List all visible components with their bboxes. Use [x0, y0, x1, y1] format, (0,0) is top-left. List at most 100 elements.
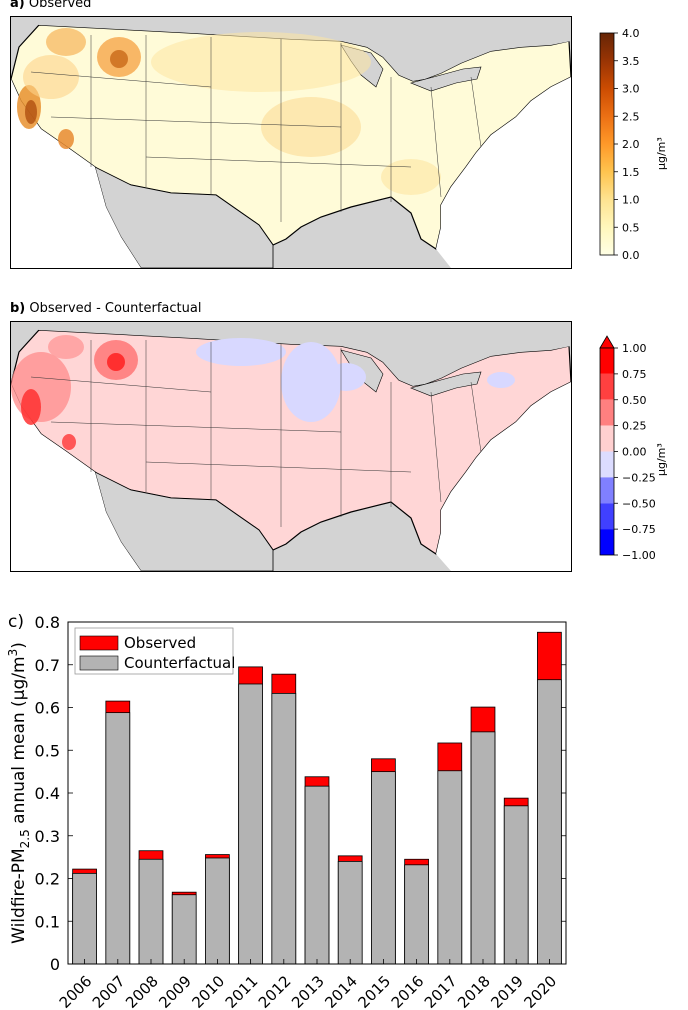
- y-tick-label: 0.4: [35, 784, 60, 803]
- colorbar-difference-tick-label: 0.75: [622, 368, 647, 381]
- bar-counterfactual: [238, 683, 263, 965]
- colorbar-difference-tick-label: −0.75: [622, 523, 656, 536]
- x-tick-label: 2013: [288, 972, 328, 1010]
- canada-area: [11, 17, 571, 81]
- colorbar-difference-block: [600, 373, 614, 400]
- colorbar-difference-tick-label: −0.25: [622, 471, 656, 484]
- y-tick-label: 0.7: [35, 656, 60, 675]
- bar-counterfactual: [404, 864, 429, 965]
- x-tick-label: 2008: [122, 972, 162, 1010]
- x-tick-label: 2007: [89, 972, 129, 1010]
- legend-swatch-counterfactual: [79, 655, 119, 671]
- bar-counterfactual: [503, 805, 529, 965]
- x-tick-label: 2010: [188, 972, 228, 1010]
- colorbar-difference-tick-label: −1.00: [622, 549, 656, 562]
- colorbar-difference-block: [600, 529, 614, 555]
- panel-b-title: b) Observed - Counterfactual: [10, 301, 201, 316]
- colorbar-difference-block: [600, 399, 614, 426]
- x-tick-label: 2020: [520, 972, 560, 1010]
- colorbar-difference-svg: 1.00 0.75 0.50 0.25 0.00 −0.25 −0.50 −0.75 −1.00: [599, 335, 656, 562]
- y-tick-label: 0.1: [35, 912, 60, 931]
- colorbar-observed-tick-label: 1.0: [622, 194, 640, 207]
- colorbar-extend-arrow: [599, 335, 615, 349]
- bar-counterfactual: [304, 785, 330, 965]
- bar-counterfactual: [105, 712, 131, 965]
- colorbar-observed-tick-label: 2.0: [622, 138, 640, 151]
- panel-c-letter: c): [8, 612, 24, 632]
- atlantic: [436, 77, 571, 268]
- colorbar-observed-tick-label: 3.5: [622, 55, 640, 68]
- colorbar-difference-block: [600, 348, 614, 374]
- x-tick-label: 2014: [321, 972, 361, 1010]
- y-axis-label: Wildfire-PM2.5 annual mean (µg/m3): [6, 642, 32, 944]
- colorbar-observed-tick-label: 3.0: [622, 83, 640, 96]
- bar-counterfactual: [72, 872, 97, 965]
- x-tick-label: 2018: [454, 972, 494, 1010]
- pacific-b: [11, 384, 141, 571]
- bar-chart: 00.10.20.30.40.50.60.70.8 20062007200820…: [6, 613, 567, 1010]
- y-tick-label: 0.3: [35, 827, 60, 846]
- legend-label-observed: Observed: [124, 634, 196, 652]
- state-borders-b: [30, 340, 482, 527]
- x-tick-label: 2011: [222, 972, 262, 1010]
- colorbar-difference-block: [600, 425, 614, 452]
- colorbar-observed-tick-label: 0.5: [622, 221, 640, 234]
- canada-area-b: [11, 322, 571, 386]
- colorbar-observed-tick-label: 2.5: [622, 110, 640, 123]
- colorbar-difference-block: [600, 503, 614, 530]
- x-tick-label: 2009: [155, 972, 195, 1010]
- y-tick-label: 0.8: [35, 613, 60, 632]
- x-tick-label: 2015: [354, 972, 394, 1010]
- colorbar-difference: 1.00 0.75 0.50 0.25 0.00 −0.25 −0.50 −0.75 −1.00: [599, 335, 656, 562]
- colorbar-observed: 0.0 0.5 1.0 1.5 2.0 2.5 3.0 3.5 4.0: [599, 27, 640, 262]
- x-tick-label: 2019: [487, 972, 527, 1010]
- colorbar-difference-block: [600, 477, 614, 504]
- legend: Observed Counterfactual: [74, 627, 235, 675]
- colorbar-difference-unit: µg/m³: [655, 443, 668, 476]
- x-tick-label: 2012: [255, 972, 295, 1010]
- legend-swatch-observed: [79, 635, 119, 651]
- bar-counterfactual: [171, 894, 197, 965]
- panel-a-title-text: Observed: [28, 0, 92, 11]
- y-tick-label: 0.5: [35, 741, 60, 760]
- y-tick-label: 0.6: [35, 699, 60, 718]
- map-observed: [10, 16, 572, 269]
- colorbar-difference-tick-label: 0.25: [622, 420, 647, 433]
- y-tick-label: 0.2: [35, 870, 60, 889]
- smoke-hotspots: [17, 28, 441, 195]
- colorbar-difference-block: [600, 451, 614, 478]
- y-tick-label: 0: [50, 955, 60, 974]
- pacific: [11, 79, 141, 268]
- colorbar-difference-tick-label: 1.00: [622, 342, 647, 355]
- x-tick-label: 2016: [388, 972, 428, 1010]
- colorbar-difference-tick-label: −0.50: [622, 497, 656, 510]
- map-difference-svg: [11, 322, 571, 571]
- difference-hotspots: [11, 335, 515, 450]
- colorbar-difference-tick-label: 0.00: [622, 446, 647, 459]
- colorbar-observed-tick-label: 1.5: [622, 166, 640, 179]
- panel-a-letter: a): [10, 0, 25, 11]
- bar-counterfactual: [205, 857, 230, 965]
- atlantic-b: [436, 382, 571, 571]
- map-difference: [10, 321, 572, 572]
- state-borders: [30, 35, 482, 222]
- bar-counterfactual: [337, 860, 363, 965]
- panel-a-title: a) Observed: [10, 0, 91, 11]
- colorbar-observed-tick-label: 0.0: [622, 249, 640, 262]
- colorbar-observed-svg: 0.0 0.5 1.0 1.5 2.0 2.5 3.0 3.5 4.0: [599, 27, 640, 262]
- x-tick-label: 2017: [421, 972, 461, 1010]
- bar-counterfactual: [138, 858, 164, 965]
- bar-counterfactual: [271, 692, 297, 965]
- x-tick-label: 2006: [56, 972, 96, 1010]
- panel-b-letter: b): [10, 301, 26, 316]
- bar-counterfactual: [371, 771, 396, 965]
- panel-b-title-text: Observed - Counterfactual: [29, 301, 202, 316]
- colorbar-difference-tick-label: 0.50: [622, 394, 647, 407]
- bar-counterfactual: [537, 679, 562, 965]
- map-observed-svg: [11, 17, 571, 268]
- bar-counterfactual: [437, 770, 463, 965]
- colorbar-observed-tick-label: 4.0: [622, 27, 640, 40]
- legend-label-counterfactual: Counterfactual: [124, 654, 235, 672]
- colorbar-observed-unit: µg/m³: [655, 137, 668, 170]
- bar-counterfactual: [470, 731, 496, 965]
